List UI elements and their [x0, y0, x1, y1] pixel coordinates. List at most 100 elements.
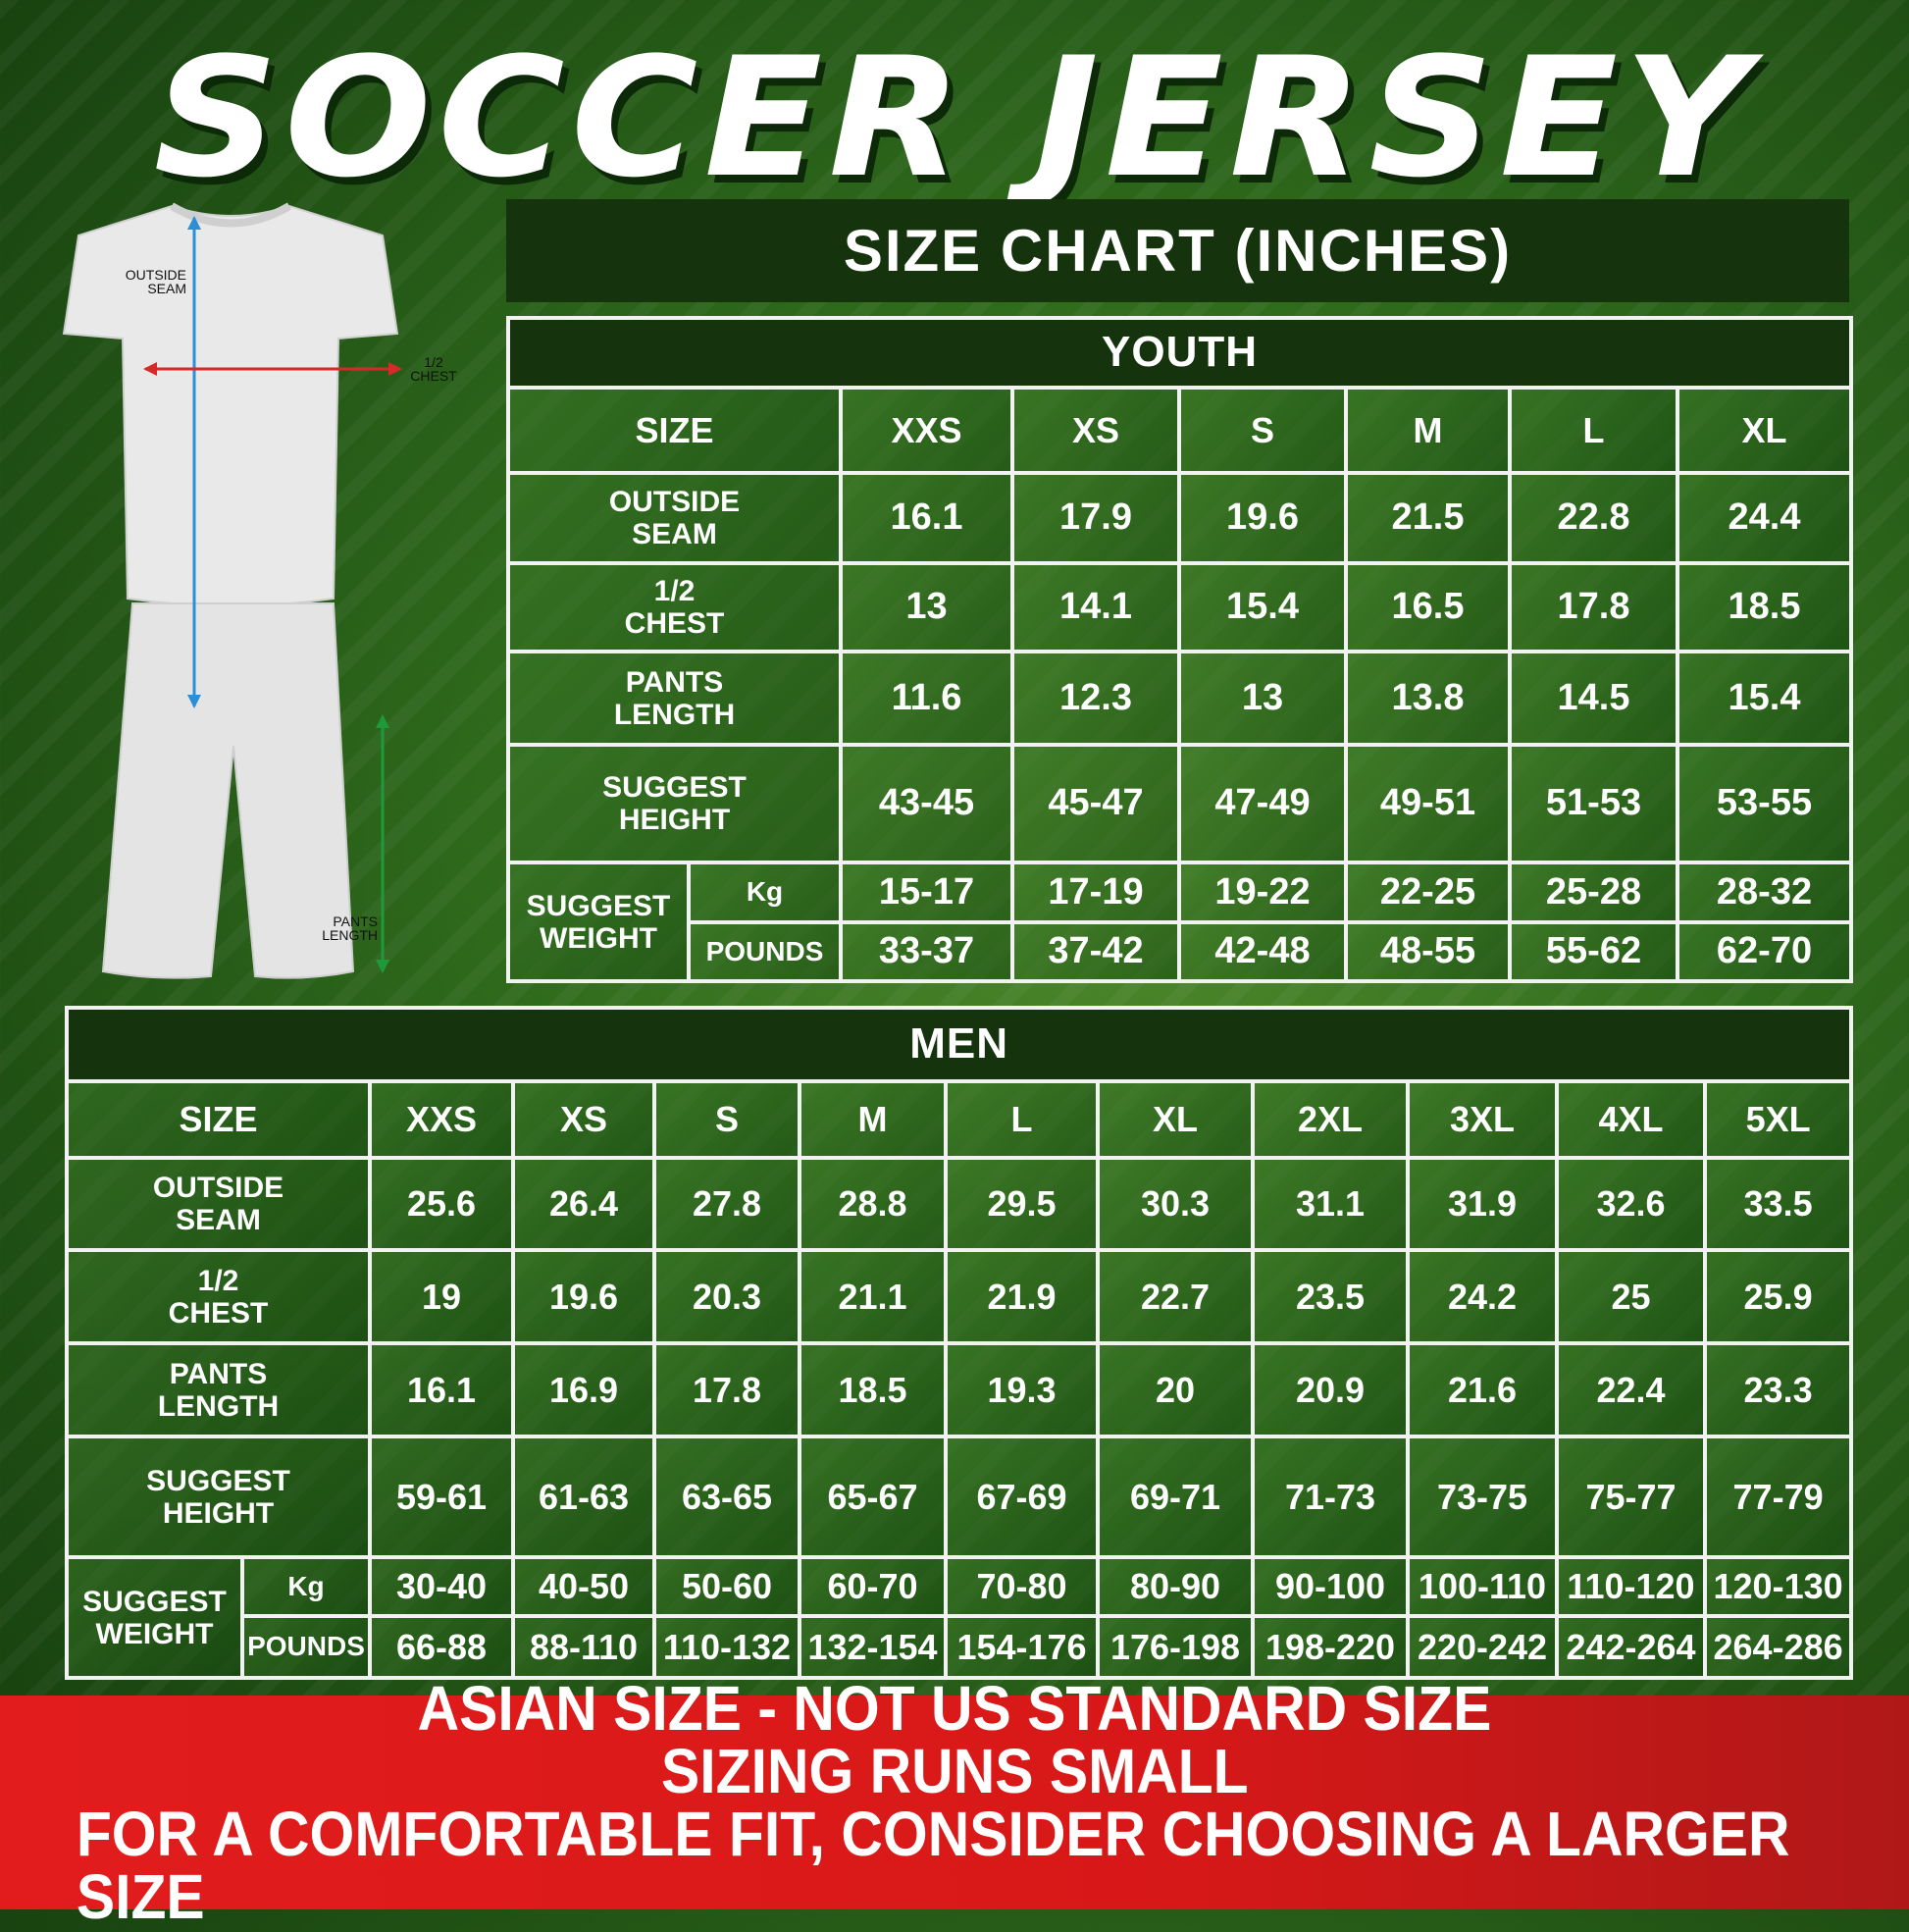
table-cell: 110-120 — [1555, 1555, 1707, 1618]
shorts-shape — [101, 602, 355, 979]
men-size-table: MEN SIZE XXS XS S M L XL 2XL 3XL 4XL 5XL OUTSIDE SEAM… — [64, 1006, 1854, 1680]
table-cell: 45-47 — [1010, 743, 1181, 864]
size-header-m: M — [798, 1079, 948, 1160]
table-cell: 48-55 — [1344, 920, 1512, 983]
table-cell: 32.6 — [1555, 1156, 1707, 1252]
table-cell: 75-77 — [1555, 1435, 1707, 1559]
table-row: OUTSIDE SEAM 25.6 26.4 27.8 28.8 29.5 30.3 31.1 3… — [65, 1156, 1854, 1252]
pounds-label: POUNDS — [240, 1614, 372, 1680]
row-label: SUGGEST HEIGHT — [65, 1435, 372, 1559]
table-cell: 19-22 — [1177, 861, 1348, 924]
table-cell: 18.5 — [798, 1341, 948, 1438]
table-cell: 90-100 — [1251, 1555, 1410, 1618]
outside-seam-label-1: OUTSIDE — [126, 267, 186, 283]
pounds-label: POUNDS — [687, 920, 843, 983]
weight-lb-row: POUNDS 33-37 37-42 42-48 48-55 55-62 62-70 — [508, 920, 1853, 983]
size-header-s: S — [652, 1079, 801, 1160]
table-cell: 62-70 — [1676, 920, 1853, 983]
table-cell: 13 — [839, 561, 1014, 653]
table-cell: 176-198 — [1096, 1614, 1255, 1680]
table-cell: 19.6 — [511, 1248, 656, 1345]
table-cell: 16.5 — [1344, 561, 1512, 653]
size-header-2xl: 2XL — [1251, 1079, 1410, 1160]
row-label: OUTSIDE SEAM — [506, 471, 843, 565]
sizing-warning-banner: ASIAN SIZE - NOT US STANDARD SIZE SIZING… — [0, 1677, 1909, 1928]
table-cell: 12.3 — [1010, 650, 1181, 747]
size-header-l: L — [944, 1079, 1100, 1160]
table-cell: 19.3 — [944, 1341, 1100, 1438]
size-header-label: SIZE — [506, 386, 843, 475]
table-cell: 43-45 — [839, 743, 1014, 864]
table-row: PANTS LENGTH 11.6 12.3 13 13.8 14.5 15.4 — [506, 650, 1853, 747]
size-header-m: M — [1344, 386, 1512, 475]
table-cell: 11.6 — [839, 650, 1014, 747]
table-cell: 15-17 — [839, 861, 1014, 924]
table-cell: 40-50 — [511, 1555, 656, 1618]
kg-label: Kg — [240, 1555, 372, 1618]
table-cell: 27.8 — [652, 1156, 801, 1252]
table-cell: 49-51 — [1344, 743, 1512, 864]
table-cell: 47-49 — [1177, 743, 1348, 864]
size-header-xl: XL — [1676, 386, 1853, 475]
table-cell: 13.8 — [1344, 650, 1512, 747]
table-row: 1/2 CHEST 13 14.1 15.4 16.5 17.8 18.5 — [506, 561, 1853, 653]
table-cell: 198-220 — [1251, 1614, 1410, 1680]
table-cell: 14.1 — [1010, 561, 1181, 653]
size-header-xl: XL — [1096, 1079, 1255, 1160]
table-cell: 110-132 — [652, 1614, 801, 1680]
table-cell: 16.1 — [368, 1341, 515, 1438]
table-title: MEN — [64, 1006, 1854, 1083]
table-cell: 26.4 — [511, 1156, 656, 1252]
half-chest-label-1: 1/2 — [424, 354, 443, 370]
weight-label: SUGGEST WEIGHT — [506, 861, 691, 983]
table-cell: 30.3 — [1096, 1156, 1255, 1252]
size-header-row: SIZE XXS XS S M L XL — [506, 386, 1853, 475]
table-cell: 80-90 — [1096, 1555, 1255, 1618]
youth-size-table: YOUTH SIZE XXS XS S M L XL OUTSIDE SEAM 16.1 17.9 19… — [506, 316, 1853, 983]
size-header-xxs: XXS — [368, 1079, 515, 1160]
table-cell: 20.3 — [652, 1248, 801, 1345]
table-cell: 21.9 — [944, 1248, 1100, 1345]
table-cell: 264-286 — [1702, 1614, 1854, 1680]
size-header-xs: XS — [1010, 386, 1181, 475]
table-cell: 17.9 — [1010, 471, 1181, 565]
table-cell: 28-32 — [1676, 861, 1853, 924]
table-cell: 21.5 — [1344, 471, 1512, 565]
table-cell: 220-242 — [1406, 1614, 1559, 1680]
table-cell: 16.1 — [839, 471, 1014, 565]
table-cell: 33-37 — [839, 920, 1014, 983]
size-header-s: S — [1177, 386, 1348, 475]
table-cell: 31.9 — [1406, 1156, 1559, 1252]
size-header-l: L — [1508, 386, 1679, 475]
jersey-illustration: OUTSIDE SEAM 1/2 CHEST PANTS LENGTH — [62, 202, 457, 979]
table-cell: 66-88 — [368, 1614, 515, 1680]
table-cell: 60-70 — [798, 1555, 948, 1618]
table-cell: 69-71 — [1096, 1435, 1255, 1559]
size-header-5xl: 5XL — [1702, 1079, 1854, 1160]
weight-lb-row: POUNDS 66-88 88-110 110-132 132-154 154-176 17… — [67, 1614, 1854, 1680]
table-cell: 20.9 — [1251, 1341, 1410, 1438]
weight-kg-row: SUGGEST WEIGHT Kg 30-40 40-50 50-60 60-70 70-80… — [65, 1555, 1854, 1680]
table-cell: 59-61 — [368, 1435, 515, 1559]
table-cell: 25 — [1555, 1248, 1707, 1345]
table-row: SUGGEST HEIGHT 59-61 61-63 63-65 65-67 67-69 69… — [65, 1435, 1854, 1559]
warning-line-2: SIZING RUNS SMALL — [660, 1736, 1249, 1806]
row-label: 1/2 CHEST — [506, 561, 843, 653]
weight-label: SUGGEST WEIGHT — [65, 1555, 244, 1680]
table-cell: 132-154 — [798, 1614, 948, 1680]
weight-kg-row: SUGGEST WEIGHT Kg 15-17 17-19 19-22 22-25 25-28… — [506, 861, 1853, 983]
table-cell: 30-40 — [368, 1555, 515, 1618]
table-cell: 29.5 — [944, 1156, 1100, 1252]
table-cell: 21.6 — [1406, 1341, 1559, 1438]
shirt-shape — [62, 204, 399, 607]
table-cell: 71-73 — [1251, 1435, 1410, 1559]
table-cell: 25-28 — [1508, 861, 1679, 924]
table-cell: 51-53 — [1508, 743, 1679, 864]
table-cell: 20 — [1096, 1341, 1255, 1438]
table-cell: 15.4 — [1676, 650, 1853, 747]
table-cell: 120-130 — [1702, 1555, 1854, 1618]
table-cell: 19.6 — [1177, 471, 1348, 565]
size-header-3xl: 3XL — [1406, 1079, 1559, 1160]
table-cell: 77-79 — [1702, 1435, 1854, 1559]
table-row: SUGGEST HEIGHT 43-45 45-47 47-49 49-51 51-53 53… — [506, 743, 1853, 864]
